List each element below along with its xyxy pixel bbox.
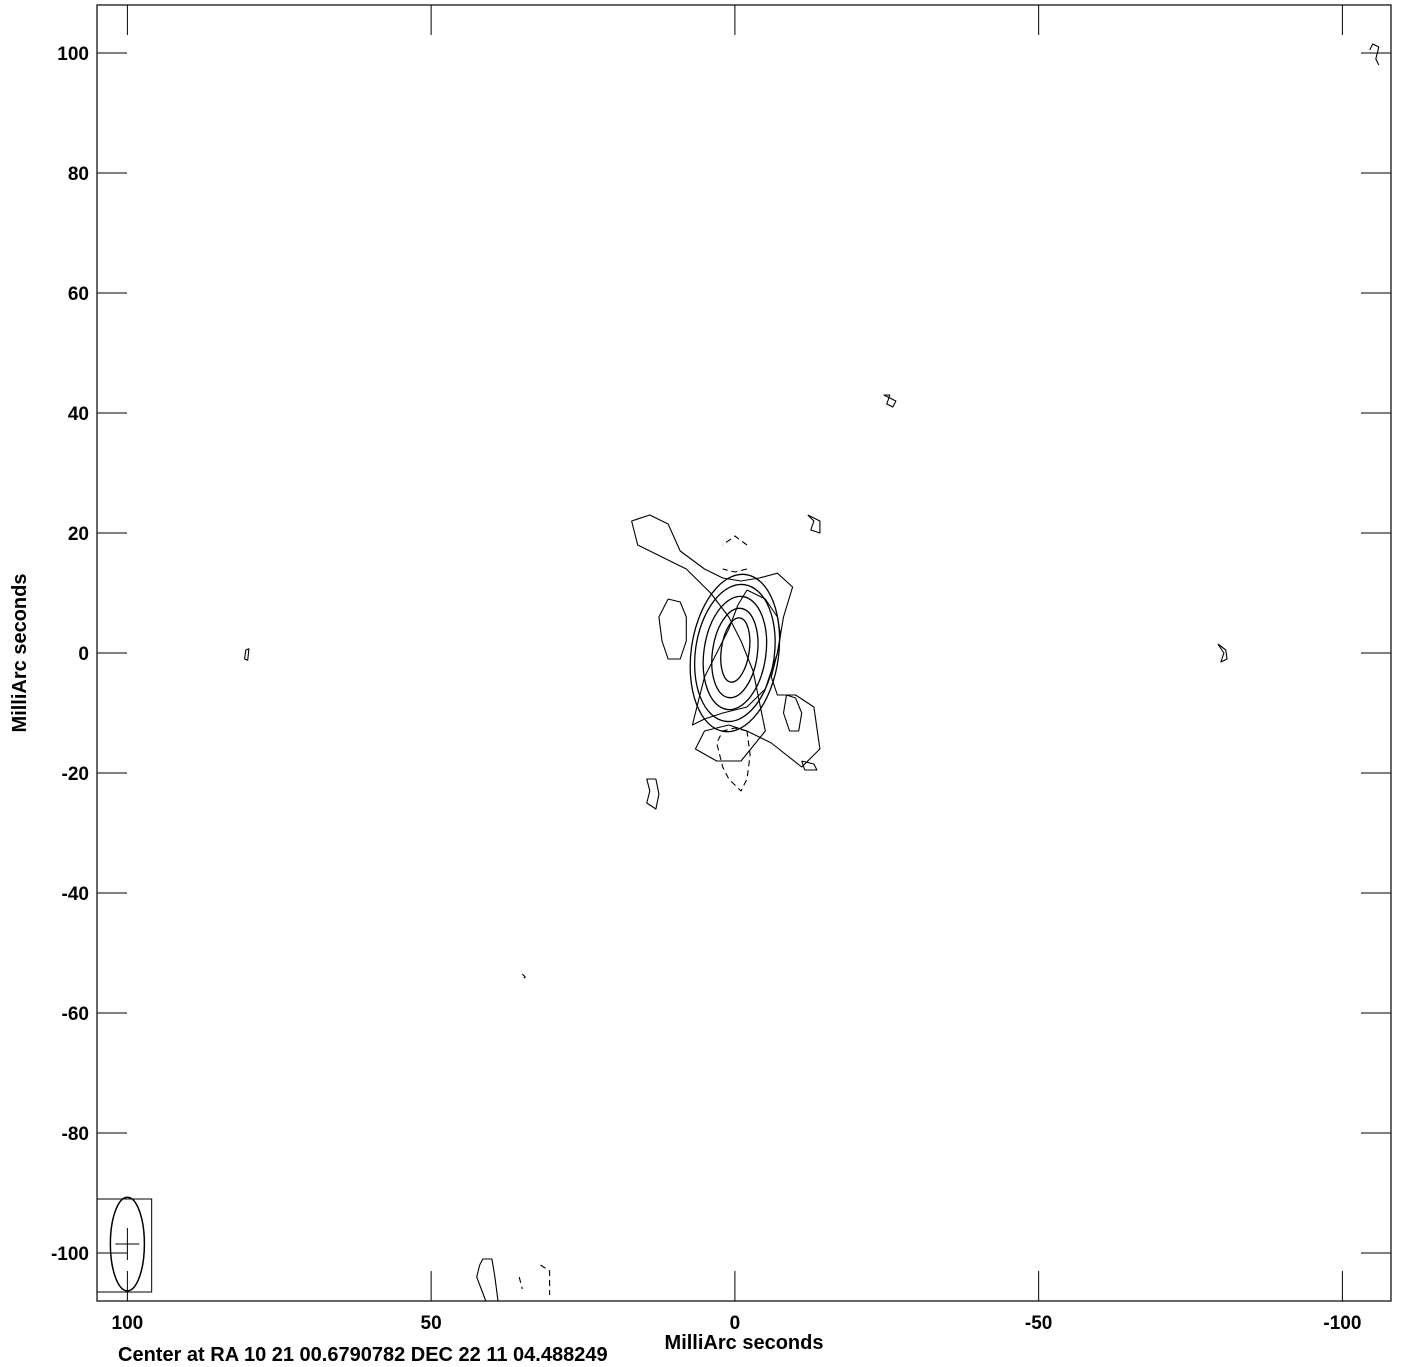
tick-labels: 100 50 0 -50 -100 100 80 60 40 20 0 -20 -40 -60 -80 -10… — [51, 44, 1361, 1334]
blob-upper-right — [807, 514, 821, 534]
blob-lower-right-small — [801, 760, 818, 771]
y-tick-label-2: 60 — [68, 284, 89, 305]
y-tick-label-0: 100 — [57, 44, 89, 65]
y-tick-label-8: -60 — [62, 1004, 89, 1025]
right-blob — [782, 694, 803, 732]
blob-40 — [883, 394, 897, 408]
y-tick-label-6: -20 — [62, 764, 89, 785]
bottom-dashed-2 — [540, 1264, 551, 1295]
blob-right-far — [1217, 643, 1228, 663]
center-contour-1 — [711, 607, 759, 699]
y-tick-label-10: -100 — [51, 1244, 89, 1265]
x-tick-label-4: -100 — [1323, 1313, 1361, 1334]
blob-left-far — [244, 648, 250, 661]
x-tick-label-2: 0 — [730, 1313, 741, 1334]
plot-frame — [96, 4, 1392, 1302]
y-axis-label: MilliArc seconds — [9, 574, 31, 733]
bottom-left-blob — [476, 1258, 499, 1302]
outer-envelope — [631, 514, 821, 768]
contours — [244, 43, 1380, 1302]
dashed-top-2 — [722, 568, 748, 573]
y-tick-label-7: -40 — [62, 884, 89, 905]
center-coordinates: Center at RA 10 21 00.6790782 DEC 22 11 … — [118, 1344, 608, 1366]
dashed-top — [722, 535, 748, 546]
blob-lower-left — [646, 778, 660, 810]
axis-ticks — [97, 5, 1391, 1301]
center-contour-0 — [720, 617, 751, 683]
y-tick-label-4: 20 — [68, 524, 89, 545]
y-tick-label-1: 80 — [68, 164, 89, 185]
blob-top-right-edge — [1369, 43, 1380, 66]
x-tick-label-0: 100 — [112, 1313, 144, 1334]
x-tick-label-1: 50 — [421, 1313, 442, 1334]
x-axis-label: MilliArc seconds — [665, 1332, 824, 1354]
y-tick-label-5: 0 — [78, 644, 89, 665]
center-contour-4 — [689, 573, 781, 733]
left-blob — [658, 598, 687, 660]
bottom-dashed-1 — [518, 1276, 523, 1290]
beam-ellipse — [109, 1196, 146, 1292]
beam-inset — [96, 1196, 153, 1293]
y-tick-label-3: 40 — [68, 404, 89, 425]
y-tick-label-9: -80 — [62, 1124, 89, 1145]
dashed-bottom — [716, 727, 751, 792]
center-contour-3 — [693, 583, 776, 723]
inner-envelope — [691, 589, 782, 726]
beam-box — [96, 1198, 153, 1293]
x-tick-label-3: -50 — [1025, 1313, 1052, 1334]
blob-minus-55 — [520, 973, 526, 981]
